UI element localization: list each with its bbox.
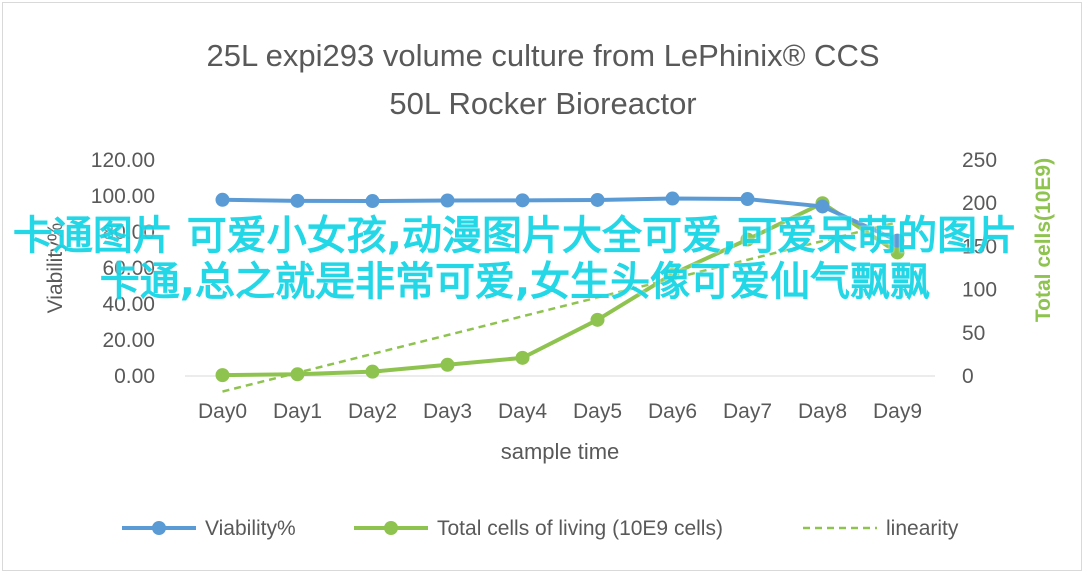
y-left-tick-label: 100.00 [91,185,155,208]
y-right-tick-label: 200 [962,192,997,215]
y-left-tick-label: 0.00 [114,365,155,388]
y-right-tick-label: 100 [962,279,997,302]
data-point-total-cells [740,232,755,247]
data-point-total-cells [665,267,680,282]
x-tick-label: Day2 [348,400,397,423]
legend-marker-total-cells [384,521,398,535]
data-point-total-cells [290,367,305,382]
data-point-total-cells [215,368,230,383]
data-point-viability [815,199,830,214]
data-point-viability [590,192,605,207]
y-axis-right-label: Total cells(10E9) [1032,158,1055,322]
x-tick-label: Day4 [498,400,547,423]
data-point-viability [215,192,230,207]
data-point-viability [365,194,380,209]
y-left-tick-label: 40.00 [102,293,155,316]
y-left-tick-label: 120.00 [91,149,155,172]
data-point-viability [440,193,455,208]
legend-label-linearity: linearity [886,517,959,540]
legend-label-viability: Viability% [205,517,296,540]
data-point-total-cells [365,364,380,379]
y-axis-left-label: Viability% [44,223,67,314]
x-tick-label: Day9 [873,400,922,423]
legend-marker-viability [152,521,166,535]
chart-title-line1: 25L expi293 volume culture from LePhinix… [206,38,879,73]
y-left-tick-label: 20.00 [102,329,155,352]
data-point-viability [665,191,680,206]
trendline-linearity [222,220,898,393]
x-tick-label: Day6 [648,400,697,423]
x-tick-label: Day1 [273,400,322,423]
data-point-viability [740,192,755,207]
data-point-total-cells [890,245,905,260]
data-point-viability [515,193,530,208]
data-point-viability [290,193,305,208]
legend-label-total-cells: Total cells of living (10E9 cells) [437,517,723,540]
series-line-viability [222,196,899,243]
data-point-total-cells [515,350,530,365]
x-tick-label: Day8 [798,400,847,423]
y-right-tick-label: 250 [962,149,997,172]
x-tick-label: Day0 [198,400,247,423]
y-right-tick-label: 150 [962,235,997,258]
x-axis-label: sample time [501,439,620,464]
x-tick-label: Day5 [573,400,622,423]
chart-title-line2: 50L Rocker Bioreactor [389,86,696,121]
data-point-viability [890,233,905,248]
data-point-total-cells [590,312,605,327]
y-right-tick-label: 0 [962,365,974,388]
y-right-tick-label: 50 [962,322,985,345]
x-tick-label: Day3 [423,400,472,423]
legend: Viability% Total cells of living (10E9 c… [122,517,959,540]
y-left-tick-label: 80.00 [102,221,155,244]
x-tick-label: Day7 [723,400,772,423]
y-left-tick-label: 60.00 [102,257,155,280]
series-line-total-cells [222,201,899,378]
data-point-total-cells [440,357,455,372]
